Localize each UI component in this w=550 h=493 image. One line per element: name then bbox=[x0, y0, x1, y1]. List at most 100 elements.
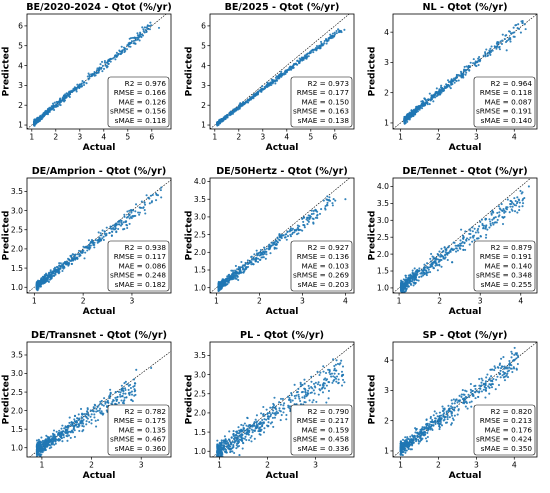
data-point bbox=[497, 383, 501, 387]
data-point bbox=[64, 431, 67, 434]
data-point bbox=[219, 284, 222, 287]
data-point bbox=[132, 209, 135, 212]
stat-srmse: sRMSE = 0.156 bbox=[110, 107, 166, 116]
data-point bbox=[295, 403, 298, 406]
data-point bbox=[129, 386, 132, 390]
data-point bbox=[309, 215, 312, 218]
data-point bbox=[450, 412, 453, 415]
data-point bbox=[313, 48, 316, 51]
data-point bbox=[246, 101, 249, 104]
data-point bbox=[445, 252, 448, 255]
data-point bbox=[94, 74, 97, 77]
data-point bbox=[160, 186, 163, 189]
x-axis-label: Actual bbox=[83, 470, 116, 481]
data-point bbox=[266, 412, 270, 415]
data-point bbox=[304, 54, 307, 57]
data-point bbox=[141, 26, 144, 29]
data-point bbox=[155, 199, 158, 202]
stats-box bbox=[290, 76, 353, 128]
data-point bbox=[429, 265, 432, 269]
data-point bbox=[294, 229, 297, 232]
chart-panel-1: BE/2020-2024 - Qtot (%/yr) 1 2 3 4 5 6 1 2 3 4 5 6 Ac… bbox=[0, 0, 183, 164]
data-point bbox=[85, 412, 88, 415]
chart-panel-2: BE/2025 - Qtot (%/yr) 1 2 3 4 5 6 1 2 3 4 5 6 Actual P… bbox=[183, 0, 366, 164]
data-point bbox=[148, 28, 151, 31]
data-point bbox=[269, 413, 273, 416]
data-point bbox=[276, 237, 279, 240]
data-point bbox=[339, 29, 343, 32]
data-point bbox=[83, 413, 86, 416]
data-point bbox=[299, 399, 302, 403]
data-point bbox=[119, 393, 122, 396]
data-point bbox=[311, 48, 314, 52]
data-point bbox=[295, 394, 298, 397]
data-point bbox=[451, 249, 455, 252]
data-point bbox=[90, 422, 93, 425]
data-point bbox=[516, 362, 519, 366]
data-point bbox=[33, 120, 36, 123]
data-point bbox=[237, 279, 240, 282]
data-point bbox=[415, 437, 418, 440]
data-point bbox=[322, 365, 325, 368]
y-tick-label: 2.0 bbox=[194, 409, 206, 418]
data-point bbox=[88, 248, 91, 251]
data-point bbox=[280, 70, 283, 73]
data-point bbox=[479, 235, 482, 238]
data-point bbox=[457, 409, 460, 412]
data-point bbox=[87, 72, 90, 75]
data-point bbox=[86, 249, 89, 252]
data-point bbox=[515, 202, 519, 205]
data-point bbox=[120, 45, 123, 48]
data-point bbox=[43, 281, 46, 284]
stat-r2: R2 = 0.938 bbox=[125, 243, 167, 252]
data-point bbox=[104, 402, 107, 405]
data-point bbox=[293, 394, 296, 398]
data-point bbox=[414, 275, 417, 278]
data-point bbox=[502, 207, 505, 211]
chart-panel-6: DE/Tennet - Qtot (%/yr) 1 2 3 4 1.0 1.5 2.0 2.5 3… bbox=[366, 164, 549, 328]
data-point bbox=[335, 380, 338, 383]
data-point bbox=[484, 55, 487, 58]
stat-smae: sMAE = 0.118 bbox=[115, 116, 167, 125]
x-axis-label: Actual bbox=[449, 306, 482, 317]
data-point bbox=[234, 269, 237, 272]
data-point bbox=[437, 260, 440, 263]
data-point bbox=[297, 393, 300, 396]
data-point bbox=[230, 443, 233, 446]
data-point bbox=[222, 278, 225, 281]
data-point bbox=[515, 23, 518, 27]
data-point bbox=[486, 373, 489, 376]
data-point bbox=[468, 395, 471, 398]
data-point bbox=[498, 362, 502, 365]
data-point bbox=[306, 52, 309, 55]
data-point bbox=[300, 58, 303, 61]
data-point bbox=[402, 278, 405, 281]
data-point bbox=[47, 271, 51, 274]
data-point bbox=[224, 438, 227, 441]
data-point bbox=[301, 217, 304, 220]
data-point bbox=[267, 417, 270, 421]
data-point bbox=[259, 421, 262, 424]
data-point bbox=[325, 42, 328, 45]
data-point bbox=[130, 216, 133, 220]
data-point bbox=[138, 213, 141, 216]
data-point bbox=[306, 389, 310, 392]
data-point bbox=[230, 441, 233, 444]
data-point bbox=[44, 278, 47, 281]
data-point bbox=[138, 206, 141, 209]
data-point bbox=[416, 271, 419, 274]
data-point bbox=[126, 226, 129, 230]
data-point bbox=[98, 409, 101, 412]
point-cloud bbox=[216, 358, 346, 457]
data-point bbox=[512, 366, 515, 369]
data-point bbox=[477, 231, 480, 234]
data-point bbox=[95, 425, 98, 428]
data-point bbox=[331, 202, 334, 205]
data-point bbox=[59, 97, 62, 100]
stat-mae: MAE = 0.087 bbox=[484, 97, 532, 106]
data-point bbox=[115, 55, 119, 58]
stat-r2: R2 = 0.790 bbox=[308, 407, 350, 416]
x-tick-label: 6 bbox=[149, 133, 154, 142]
data-point bbox=[69, 436, 72, 439]
